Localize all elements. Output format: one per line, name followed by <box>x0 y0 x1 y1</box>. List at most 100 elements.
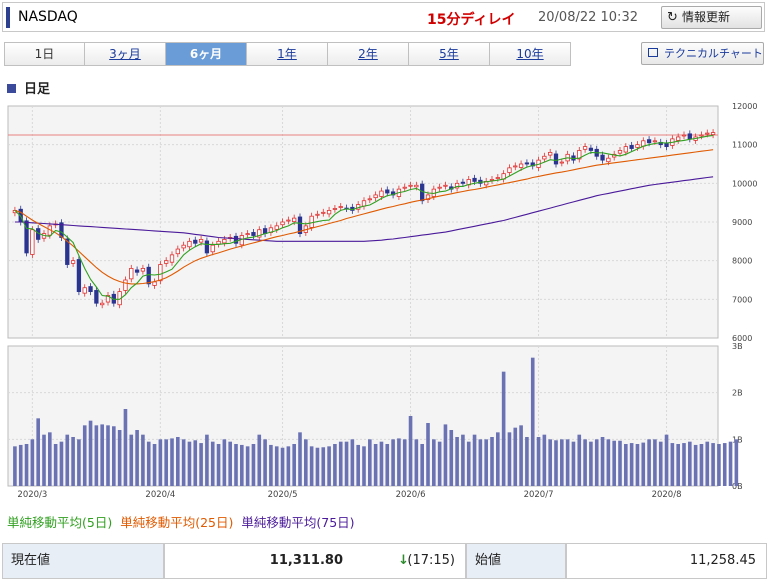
volume-bar <box>676 444 680 486</box>
volume-bar <box>548 439 552 486</box>
current-price-cell: 11,311.80 ↓ (17:15) <box>164 543 466 579</box>
volume-bar <box>693 444 698 486</box>
x-tick-label: 2020/6 <box>396 490 426 500</box>
volume-bar <box>13 446 17 486</box>
volume-bar <box>356 444 360 486</box>
volume-bar <box>647 439 651 486</box>
refresh-button[interactable]: ↻ 情報更新 <box>661 6 762 29</box>
price-down-arrow: ↓ <box>398 553 409 568</box>
volume-bar <box>18 444 23 486</box>
volume-bar <box>315 447 320 486</box>
volume-bar <box>77 439 81 486</box>
candle <box>280 221 285 226</box>
technical-chart-label: テクニカルチャート <box>664 47 763 60</box>
candle <box>472 177 477 182</box>
header-accent <box>6 7 10 28</box>
volume-bar <box>420 444 424 486</box>
tab-6m[interactable]: 6ヶ月 <box>166 42 247 66</box>
candle <box>513 165 518 168</box>
volume-bar <box>187 441 192 486</box>
candle <box>216 240 221 245</box>
volume-bar <box>321 447 326 486</box>
x-tick-label: 2020/3 <box>17 490 47 500</box>
volume-bar <box>682 443 686 486</box>
volume-bar <box>129 434 134 486</box>
window-icon <box>648 48 658 57</box>
volume-bar <box>437 441 442 486</box>
volume-bar <box>234 444 238 486</box>
volume-bar <box>734 439 739 486</box>
candle <box>193 239 198 244</box>
volume-bar <box>164 439 168 486</box>
volume-tick-label: 2B <box>732 389 743 398</box>
legend-ma5: 単純移動平均(5日) <box>7 515 113 530</box>
candle <box>553 153 559 165</box>
volume-bar <box>158 439 163 486</box>
candle <box>292 217 297 223</box>
volume-bar <box>670 443 675 486</box>
candle <box>652 140 658 143</box>
update-datetime: 20/08/22 10:32 <box>538 10 638 25</box>
volume-bar <box>94 425 99 486</box>
volume-bar <box>170 438 174 486</box>
volume-bar <box>717 444 721 486</box>
volume-bar <box>36 418 40 486</box>
candle <box>710 132 716 136</box>
volume-bar <box>484 439 488 486</box>
candle <box>425 194 431 200</box>
volume-bar <box>594 439 599 486</box>
volume-bar <box>210 441 215 486</box>
volume-bar <box>216 444 221 486</box>
candle <box>140 267 146 272</box>
candle <box>123 279 128 291</box>
tab-3m[interactable]: 3ヶ月 <box>85 42 166 66</box>
candle <box>297 216 303 235</box>
volume-bar <box>123 409 128 486</box>
current-price-value: 11,311.80 <box>269 553 343 568</box>
price-tick-label: 6000 <box>732 334 752 343</box>
x-tick-label: 2020/7 <box>524 490 554 500</box>
volume-bar <box>653 439 657 486</box>
technical-chart-button[interactable]: テクニカルチャート <box>641 42 764 65</box>
candle <box>460 181 466 184</box>
volume-bar <box>449 430 454 486</box>
tab-1y[interactable]: 1年 <box>247 42 328 66</box>
volume-bar <box>583 439 587 486</box>
volume-bar <box>199 443 203 486</box>
candle <box>385 189 390 194</box>
candle <box>175 248 180 255</box>
price-tick-label: 8000 <box>732 257 752 266</box>
candle <box>408 184 413 187</box>
volume-bar <box>408 416 413 486</box>
candle <box>204 240 210 254</box>
volume-bar <box>280 447 285 486</box>
current-price-label: 現在値 <box>2 543 164 579</box>
candle <box>210 244 215 253</box>
volume-bar <box>455 437 459 486</box>
candle <box>367 198 372 201</box>
volume-bar <box>146 441 151 486</box>
ma75-line <box>14 176 714 242</box>
volume-bar <box>152 444 157 486</box>
candle <box>257 229 262 238</box>
candle <box>70 260 76 264</box>
volume-bar <box>391 439 395 486</box>
candle <box>705 132 710 135</box>
volume-bar <box>327 446 331 486</box>
tab-10y[interactable]: 10年 <box>490 42 571 66</box>
tab-2y[interactable]: 2年 <box>328 42 409 66</box>
volume-bar <box>629 443 634 486</box>
candle <box>169 254 175 263</box>
candle <box>129 267 134 280</box>
volume-bar <box>30 439 35 486</box>
x-tick-label: 2020/4 <box>145 490 175 500</box>
volume-bar <box>571 441 576 486</box>
tab-5y[interactable]: 5年 <box>409 42 490 66</box>
section-heading: 日足 <box>7 78 50 97</box>
price-tick-label: 9000 <box>732 218 752 227</box>
volume-bar <box>338 441 343 486</box>
volume-bar <box>269 444 273 486</box>
candle <box>233 235 239 244</box>
candle <box>542 155 547 160</box>
tab-1d[interactable]: 1日 <box>4 42 85 66</box>
